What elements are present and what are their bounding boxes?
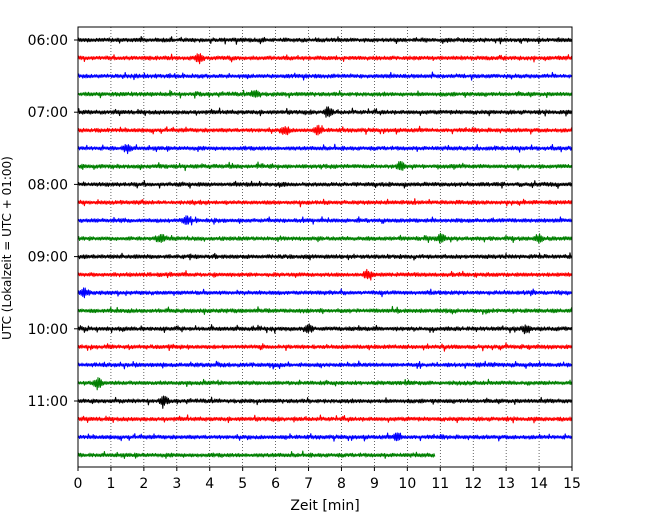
trace-0630 bbox=[77, 71, 573, 81]
x-tick-label-8: 8 bbox=[337, 476, 346, 492]
x-tick-label-3: 3 bbox=[172, 476, 181, 492]
y-tick-label-0700: 07:00 bbox=[28, 105, 68, 121]
trace-0745 bbox=[77, 161, 573, 172]
x-tick-label-9: 9 bbox=[370, 476, 379, 492]
trace-0900 bbox=[77, 252, 573, 261]
y-tick-label-0900: 09:00 bbox=[28, 250, 68, 266]
y-tick-label-1100: 11:00 bbox=[28, 394, 68, 410]
x-tick-label-14: 14 bbox=[530, 476, 548, 492]
trace-1030 bbox=[77, 360, 573, 370]
trace-1130 bbox=[77, 432, 573, 442]
trace-0930 bbox=[77, 287, 573, 299]
x-tick-label-13: 13 bbox=[497, 476, 515, 492]
y-tick-label-1000: 10:00 bbox=[28, 322, 68, 338]
trace-0945 bbox=[77, 305, 573, 315]
trace-0615 bbox=[77, 53, 573, 65]
x-tick-label-6: 6 bbox=[271, 476, 280, 492]
trace-0730 bbox=[77, 143, 573, 155]
x-tick-label-7: 7 bbox=[304, 476, 313, 492]
trace-0800 bbox=[77, 180, 573, 189]
trace-0645 bbox=[77, 89, 573, 99]
y-axis-label: UTC (Lokalzeit = UTC + 01:00) bbox=[0, 156, 14, 340]
y-axis-ticks: 06:00 07:00 08:00 09:00 10:00 11:00 bbox=[28, 33, 78, 410]
x-tick-label-15: 15 bbox=[563, 476, 581, 492]
x-tick-label-4: 4 bbox=[205, 476, 214, 492]
trace-0815 bbox=[77, 198, 573, 208]
x-tick-label-12: 12 bbox=[464, 476, 482, 492]
x-tick-label-10: 10 bbox=[398, 476, 416, 492]
trace-0600 bbox=[77, 36, 573, 45]
trace-0700 bbox=[77, 106, 573, 118]
y-tick-label-0600: 06:00 bbox=[28, 33, 68, 49]
trace-1000 bbox=[77, 323, 573, 335]
x-tick-label-5: 5 bbox=[238, 476, 247, 492]
x-tick-label-0: 0 bbox=[74, 476, 83, 492]
x-tick-label-11: 11 bbox=[431, 476, 449, 492]
plot-frame bbox=[77, 26, 573, 468]
trace-0715 bbox=[77, 124, 573, 136]
x-axis-ticks: 0 1 2 3 4 5 6 7 8 9 10 11 12 13 14 15 bbox=[74, 467, 581, 492]
trace-1100 bbox=[77, 395, 573, 409]
trace-0845 bbox=[77, 232, 573, 244]
x-tick-label-1: 1 bbox=[106, 476, 115, 492]
trace-1015 bbox=[77, 342, 573, 352]
trace-1145 bbox=[77, 450, 436, 459]
trace-0915 bbox=[77, 268, 573, 281]
trace-0830 bbox=[77, 215, 573, 226]
x-tick-label-2: 2 bbox=[139, 476, 148, 492]
trace-1115 bbox=[77, 414, 573, 424]
trace-rows bbox=[77, 36, 573, 459]
trace-1045 bbox=[77, 377, 573, 391]
y-tick-label-0800: 08:00 bbox=[28, 177, 68, 193]
x-axis-label: Zeit [min] bbox=[290, 498, 359, 514]
